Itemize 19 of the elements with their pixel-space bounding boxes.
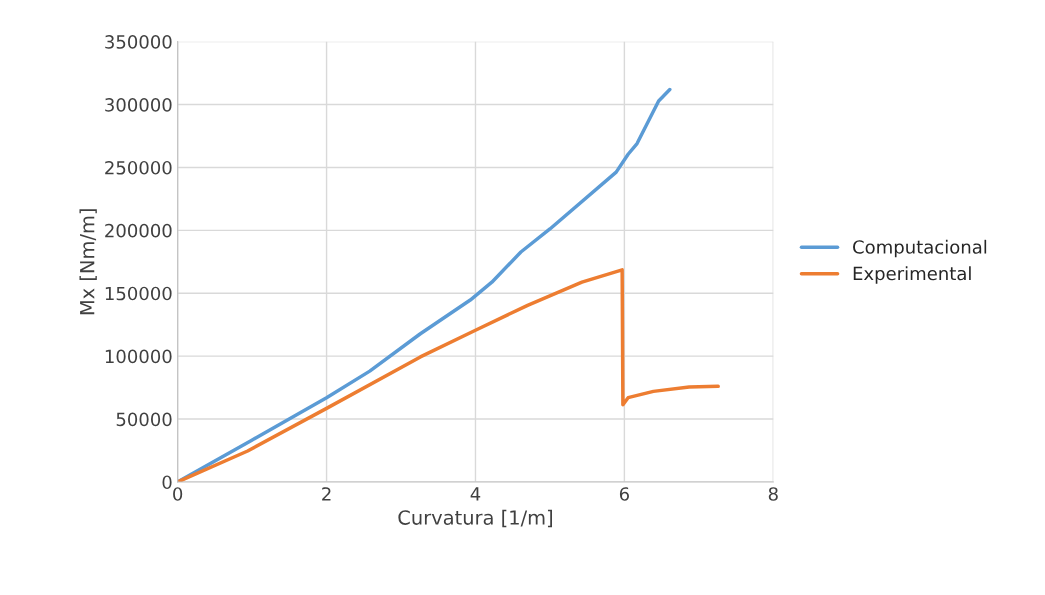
x-tick-label: 4	[470, 487, 481, 501]
y-tick-label: 50000	[116, 412, 172, 427]
x-tick-label: 6	[619, 487, 629, 501]
y-tick-label: 250000	[105, 160, 172, 175]
x-tick-label: 8	[768, 487, 778, 501]
legend-label: Experimental	[853, 266, 971, 284]
x-tick-label: 2	[322, 487, 331, 501]
y-tick-label: 200000	[105, 223, 172, 238]
x-tick-label: 0	[173, 487, 183, 501]
y-axis-title: Mx [Nm/m]	[79, 209, 97, 315]
line-series	[177, 268, 720, 482]
y-tick-label: 300000	[105, 98, 172, 112]
x-axis-title: Curvatura [1/m]	[398, 509, 552, 528]
y-tick-label: 150000	[105, 286, 172, 301]
y-tick-label: 100000	[105, 349, 172, 364]
y-tick-label: 350000	[105, 35, 172, 49]
y-tick-label: 0	[162, 475, 172, 490]
legend-label: Computacional	[853, 239, 987, 258]
line-series	[177, 87, 672, 482]
